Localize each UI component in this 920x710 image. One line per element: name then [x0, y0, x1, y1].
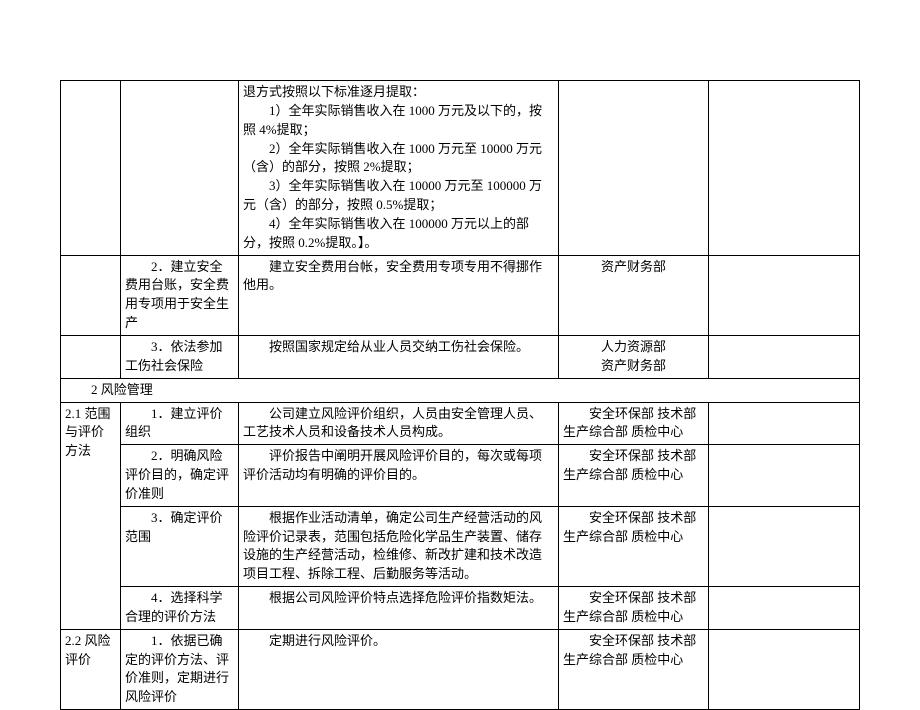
cell: 2.2 风险评价: [61, 629, 121, 709]
cell: 人力资源部 资产财务部: [559, 335, 709, 378]
cell: 安全环保部 技术部 生产综合部 质检中心: [559, 629, 709, 709]
cell-text: 2．建立安全费用台账，安全费用专项用于安全生产: [125, 259, 229, 331]
cell: [61, 255, 121, 335]
cell-text: 安全环保部 技术部 生产综合部 质检中心: [563, 448, 696, 482]
cell: [559, 81, 709, 256]
document-page: 退方式按照以下标准逐月提取： 1）全年实际销售收入在 1000 万元及以下的，按…: [0, 0, 920, 651]
cell-text: 安全环保部 技术部 生产综合部 质检中心: [563, 590, 696, 624]
table-row: 2．建立安全费用台账，安全费用专项用于安全生产 建立安全费用台帐，安全费用专项专…: [61, 255, 860, 335]
cell: 资产财务部: [559, 255, 709, 335]
table-row: 3．依法参加工伤社会保险 按照国家规定给从业人员交纳工伤社会保险。 人力资源部 …: [61, 335, 860, 378]
cell-text: 根据作业活动清单，确定公司生产经营活动的风险评价记录表，范围包括危险化学品生产装…: [243, 510, 542, 582]
cell-text: 1．依据已确定的评价方法、评价准则，定期进行风险评价: [125, 633, 229, 705]
cell: 2．建立安全费用台账，安全费用专项用于安全生产: [121, 255, 239, 335]
cell: [709, 402, 860, 445]
table-row: 退方式按照以下标准逐月提取： 1）全年实际销售收入在 1000 万元及以下的，按…: [61, 81, 860, 256]
cell: [709, 255, 860, 335]
cell-text: 人力资源部 资产财务部: [601, 339, 666, 373]
cell: 2.1 范围与评价方法: [61, 402, 121, 629]
cell: [709, 629, 860, 709]
cell: 3．依法参加工伤社会保险: [121, 335, 239, 378]
table-row: 2.2 风险评价 1．依据已确定的评价方法、评价准则，定期进行风险评价 定期进行…: [61, 629, 860, 709]
table-row: 4．选择科学合理的评价方法 根据公司风险评价特点选择危险评价指数矩法。 安全环保…: [61, 587, 860, 630]
cell-text: 公司建立风险评价组织，人员由安全管理人员、工艺技术人员和设备技术人员构成。: [243, 406, 542, 440]
cell-text: 评价报告中阐明开展风险评价目的，每次或每项评价活动均有明确的评价目的。: [243, 448, 542, 482]
cell: 1．依据已确定的评价方法、评价准则，定期进行风险评价: [121, 629, 239, 709]
cell: 安全环保部 技术部 生产综合部 质检中心: [559, 402, 709, 445]
cell-text: 安全环保部 技术部 生产综合部 质检中心: [563, 406, 696, 440]
cell-text: 2.2 风险评价: [65, 633, 111, 667]
cell: [709, 445, 860, 507]
cell-text: 2．明确风险评价目的，确定评价准则: [125, 448, 229, 501]
cell: 4．选择科学合理的评价方法: [121, 587, 239, 630]
cell: 退方式按照以下标准逐月提取： 1）全年实际销售收入在 1000 万元及以下的，按…: [239, 81, 559, 256]
section-header-text: 2 风险管理: [65, 382, 153, 397]
cell: 公司建立风险评价组织，人员由安全管理人员、工艺技术人员和设备技术人员构成。: [239, 402, 559, 445]
cell: 根据公司风险评价特点选择危险评价指数矩法。: [239, 587, 559, 630]
cell: 根据作业活动清单，确定公司生产经营活动的风险评价记录表，范围包括危险化学品生产装…: [239, 506, 559, 586]
cell-text: 建立安全费用台帐，安全费用专项专用不得挪作他用。: [243, 259, 542, 293]
cell-text: 3．依法参加工伤社会保险: [125, 339, 223, 373]
cell: [709, 506, 860, 586]
table-row: 2．明确风险评价目的，确定评价准则 评价报告中阐明开展风险评价目的，每次或每项评…: [61, 445, 860, 507]
main-table: 退方式按照以下标准逐月提取： 1）全年实际销售收入在 1000 万元及以下的，按…: [60, 80, 860, 710]
cell-text: 1．建立评价组织: [125, 406, 223, 440]
cell: 1．建立评价组织: [121, 402, 239, 445]
cell: [121, 81, 239, 256]
cell: 3．确定评价范围: [121, 506, 239, 586]
cell-text: 按照国家规定给从业人员交纳工伤社会保险。: [243, 339, 529, 354]
cell: 定期进行风险评价。: [239, 629, 559, 709]
cell-text: 定期进行风险评价。: [243, 633, 386, 648]
cell-text: 根据公司风险评价特点选择危险评价指数矩法。: [243, 590, 542, 605]
cell: [709, 81, 860, 256]
cell: 安全环保部 技术部 生产综合部 质检中心: [559, 445, 709, 507]
cell: 安全环保部 技术部 生产综合部 质检中心: [559, 506, 709, 586]
cell: 2．明确风险评价目的，确定评价准则: [121, 445, 239, 507]
cell-text: 退方式按照以下标准逐月提取： 1）全年实际销售收入在 1000 万元及以下的，按…: [243, 84, 542, 250]
cell-text: 安全环保部 技术部 生产综合部 质检中心: [563, 633, 696, 667]
cell: [61, 335, 121, 378]
cell-text: 4．选择科学合理的评价方法: [125, 590, 223, 624]
cell: [61, 81, 121, 256]
cell: 评价报告中阐明开展风险评价目的，每次或每项评价活动均有明确的评价目的。: [239, 445, 559, 507]
table-row: 2.1 范围与评价方法 1．建立评价组织 公司建立风险评价组织，人员由安全管理人…: [61, 402, 860, 445]
cell: 安全环保部 技术部 生产综合部 质检中心: [559, 587, 709, 630]
cell-text: 2.1 范围与评价方法: [65, 406, 111, 459]
cell: 建立安全费用台帐，安全费用专项专用不得挪作他用。: [239, 255, 559, 335]
cell-text: 3．确定评价范围: [125, 510, 223, 544]
cell-text: 资产财务部: [601, 259, 666, 274]
cell: [709, 587, 860, 630]
cell-text: 安全环保部 技术部 生产综合部 质检中心: [563, 510, 696, 544]
cell: 按照国家规定给从业人员交纳工伤社会保险。: [239, 335, 559, 378]
cell: [709, 335, 860, 378]
section-header-cell: 2 风险管理: [61, 378, 860, 402]
table-row: 3．确定评价范围 根据作业活动清单，确定公司生产经营活动的风险评价记录表，范围包…: [61, 506, 860, 586]
section-header-row: 2 风险管理: [61, 378, 860, 402]
